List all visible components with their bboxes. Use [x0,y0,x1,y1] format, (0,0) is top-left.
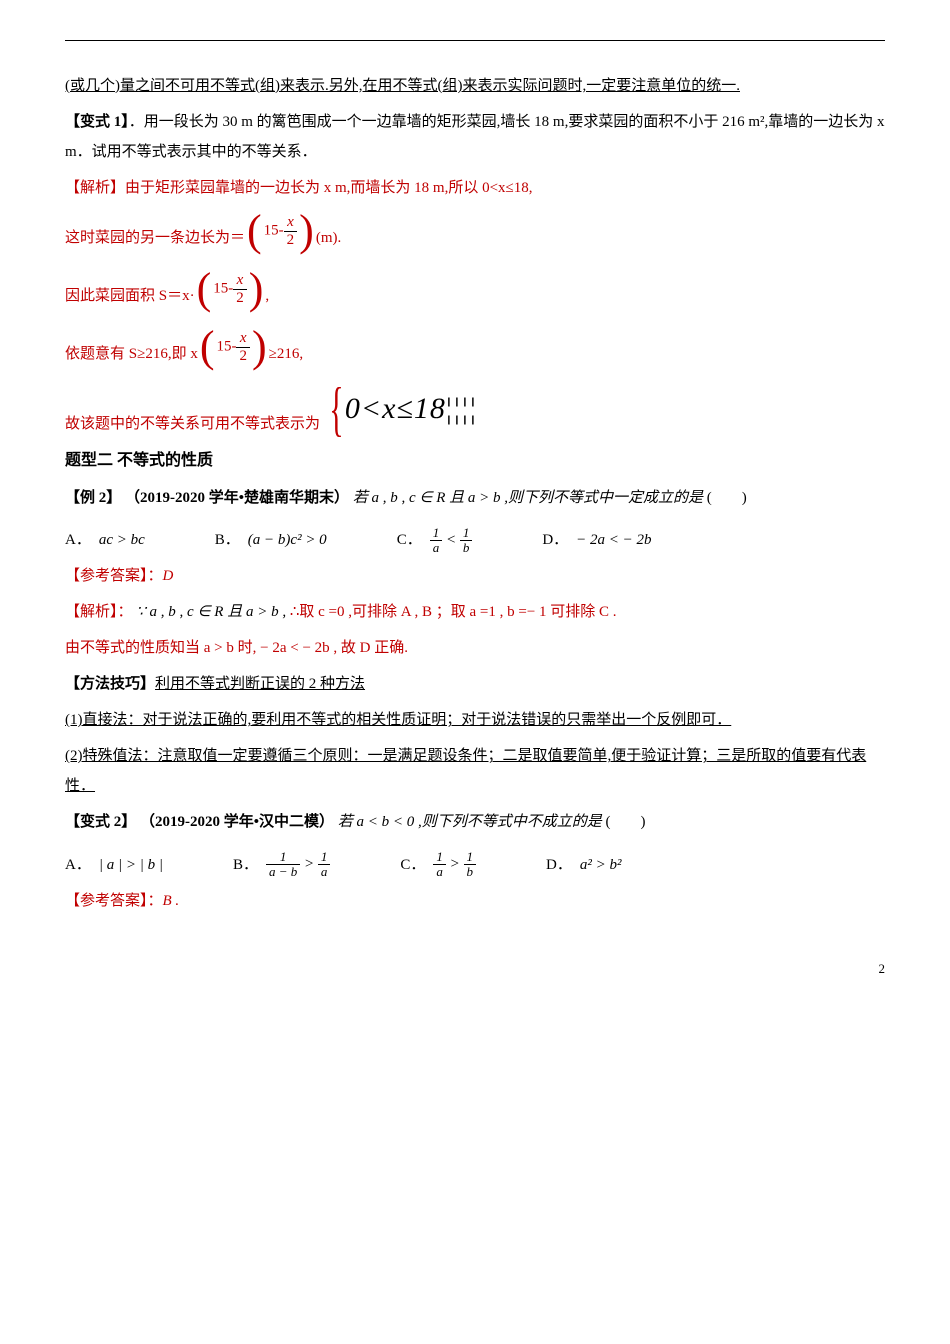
variation-2-q: 【变式 2】 （2019-2020 学年•汉中二模） 若 a < b < 0 ,… [65,807,885,837]
method-l1: (1)直接法：对于说法正确的,要利用不等式的相关性质证明；对于说法错误的只需举出… [65,705,885,735]
method-label: 【方法技巧】 [65,676,155,692]
example-2-q: 【例 2】 （2019-2020 学年•楚雄南华期末） 若 a , b , c … [65,483,885,513]
opt-B-text: (a − b)c² > 0 [248,525,327,555]
brace-dots: ¦¦¦¦ [446,379,478,439]
c2-den1: a [433,865,446,879]
var2-label: 【变式 2】 [65,814,136,830]
sol1-l3-post: , [265,281,269,311]
var1-text: ．用一段长为 30 m 的篱笆围成一个一边靠墙的矩形菜园,墙长 18 m,要求菜… [65,114,885,160]
v2-D-text: a² > b² [580,850,622,880]
fifteen-2: 15- [213,280,233,296]
paren-expr-2: ( 15-x2 ) [197,267,264,311]
ex2-sol-l2: 由不等式的性质知当 a > b 时, − 2a < − 2b , 故 D 正确. [65,633,885,663]
paren-expr-1: ( 15-x2 ) [247,209,314,253]
ex2-sol-l1: 【解析】： ∵ a , b , c ∈ R 且 a > b , ∴取 c =0 … [65,597,885,627]
opt-C: C． 1a < 1b [397,525,473,555]
var2-src: （2019-2020 学年•汉中二模） [140,814,334,830]
c2-num1: 1 [433,850,446,865]
frac-num-3: x [236,330,250,348]
ex2-options: A．ac > bc B．(a − b)c² > 0 C． 1a < 1b D．−… [65,525,885,555]
fifteen-3: 15- [216,338,236,354]
frac-num-2: x [233,272,247,290]
var2-blank: ( ) [606,814,646,830]
ex2-ans: D [163,568,174,584]
sol1-l1: 【解析】由于矩形菜园靠墙的一边长为 x m,而墙长为 18 m,所以 0<x≤1… [65,173,885,203]
intro-line: (或几个)量之间不可用不等式(组)来表示.另外,在用不等式(组)来表示实际问题时… [65,71,885,101]
paren-expr-3: ( 15-x2 ) [200,325,267,369]
ex2-label: 【例 2】 [65,490,121,506]
frac-num-1: x [284,214,298,232]
method-l2: (2)特殊值法：注意取值一定要遵循三个原则：一是满足题设条件；二是取值要简单,便… [65,741,885,801]
intro-text: (或几个)量之间不可用不等式(组)来表示.另外,在用不等式(组)来表示实际问题时… [65,78,740,94]
var2-ans-label: 【参考答案】： [65,893,163,909]
v2-opt-C: C． 1a > 1b [400,849,476,879]
c-den2: b [460,541,473,555]
ex2-sol-l2b: 故 D 正确. [341,640,408,656]
sol1-l4: 依题意有 S≥216,即 x ( 15-x2 ) ≥216, [65,325,885,369]
c2-num2: 1 [464,850,477,865]
sol1-l2: 这时菜园的另一条边长为＝ ( 15-x2 ) (m). [65,209,885,253]
c-num2: 1 [460,526,473,541]
opt-D-text: − 2a < − 2b [576,525,651,555]
opt-B: B．(a − b)c² > 0 [215,525,327,555]
sol1-l3-pre: 因此菜园面积 S＝x· [65,281,195,311]
sol1-l4-post: ≥216, [269,339,303,369]
frac-den-2: 2 [233,290,247,307]
v2-opt-D: D．a² > b² [546,850,621,880]
b2-num1: 1 [266,850,300,865]
c-num1: 1 [430,526,443,541]
b2-den1: a − b [266,865,300,879]
v2-A-text: | a | > | b | [99,850,163,880]
ex2-sol-label: 【解析】： [65,604,133,620]
ex2-sol-l2a: 由不等式的性质知当 a > b 时, − 2a < − 2b , [65,640,337,656]
sol1-l5: 故该题中的不等关系可用不等式表示为 [65,409,320,439]
brace-text: 0<x≤18 [345,392,446,425]
sol1-l2-pre: 这时菜园的另一条边长为＝ [65,223,245,253]
var1-label: 【变式 1】 [65,114,129,130]
opt-A-text: ac > bc [99,525,145,555]
v2-opt-A: A．| a | > | b | [65,850,163,880]
frac-den-3: 2 [236,348,250,365]
page-number: 2 [65,956,885,982]
ex2-q: 若 a , b , c ∈ R 且 a > b ,则下列不等式中一定成立的是 [353,490,703,506]
top-rule [65,40,885,41]
b2-num2: 1 [318,850,331,865]
ex2-sol-l1b: ∴取 c =0 ,可排除 A , B ；取 a =1 , b =− 1 可排除 … [290,604,617,620]
sol1-l4-pre: 依题意有 S≥216,即 x [65,339,198,369]
sol1-l5-row: 故该题中的不等关系可用不等式表示为 { 0<x≤18¦¦¦¦ [65,379,885,439]
sol1-l3: 因此菜园面积 S＝x· ( 15-x2 ) , [65,267,885,311]
v2-opt-B: B． 1a − b > 1a [233,849,330,879]
left-brace-icon: { [329,384,343,434]
ex2-ans-label: 【参考答案】： [65,568,163,584]
var2-answer: 【参考答案】：B . [65,886,885,916]
method-block: 【方法技巧】利用不等式判断正误的 2 种方法 [65,669,885,699]
frac-den-1: 2 [284,232,298,249]
ex2-sol-l1a: ∵ a , b , c ∈ R 且 a > b , [136,604,286,620]
ex2-answer: 【参考答案】：D [65,561,885,591]
var2-q: 若 a < b < 0 ,则下列不等式中不成立的是 [338,814,602,830]
opt-D: D．− 2a < − 2b [542,525,651,555]
opt-A: A．ac > bc [65,525,145,555]
var2-options: A．| a | > | b | B． 1a − b > 1a C． 1a > 1… [65,849,885,879]
method-title: 利用不等式判断正误的 2 种方法 [155,676,365,692]
var2-ans: B . [163,893,180,909]
brace-system: { 0<x≤18¦¦¦¦ [322,379,478,439]
b2-den2: a [318,865,331,879]
ex2-src: （2019-2020 学年•楚雄南华期末） [125,490,349,506]
fifteen-1: 15- [264,222,284,238]
ex2-blank: ( ) [707,490,747,506]
variation-1: 【变式 1】．用一段长为 30 m 的篱笆围成一个一边靠墙的矩形菜园,墙长 18… [65,107,885,167]
c-den1: a [430,541,443,555]
heading-2: 题型二 不等式的性质 [65,445,885,477]
sol1-l2-post: (m). [316,223,341,253]
c2-den2: b [464,865,477,879]
